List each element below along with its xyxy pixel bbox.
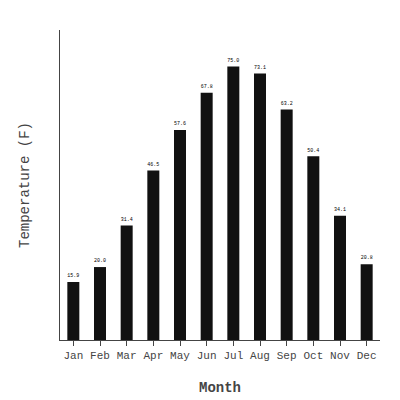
svg-text:20.8: 20.8 xyxy=(361,255,373,260)
svg-text:67.8: 67.8 xyxy=(201,84,213,89)
svg-text:73.1: 73.1 xyxy=(254,65,266,70)
svg-text:Temperature (F): Temperature (F) xyxy=(17,122,33,248)
svg-text:Apr: Apr xyxy=(143,350,163,362)
svg-text:Nov: Nov xyxy=(330,350,350,362)
svg-text:57.6: 57.6 xyxy=(174,121,186,126)
svg-text:Mar: Mar xyxy=(117,350,137,362)
svg-text:Month: Month xyxy=(199,380,241,396)
svg-text:31.4: 31.4 xyxy=(121,217,133,222)
svg-text:75.0: 75.0 xyxy=(227,58,239,63)
svg-text:46.5: 46.5 xyxy=(147,162,159,167)
svg-text:15.9: 15.9 xyxy=(67,273,79,278)
svg-text:Jan: Jan xyxy=(63,350,83,362)
svg-text:Jul: Jul xyxy=(223,350,243,362)
svg-text:20.0: 20.0 xyxy=(94,258,106,263)
svg-text:63.2: 63.2 xyxy=(281,101,293,106)
svg-text:50.4: 50.4 xyxy=(307,148,319,153)
svg-text:Sep: Sep xyxy=(277,350,297,362)
svg-text:Dec: Dec xyxy=(357,350,377,362)
svg-text:Feb: Feb xyxy=(90,350,110,362)
svg-text:May: May xyxy=(170,350,190,362)
svg-text:Jun: Jun xyxy=(197,350,217,362)
svg-text:Oct: Oct xyxy=(303,350,323,362)
svg-text:Aug: Aug xyxy=(250,350,270,362)
svg-text:34.1: 34.1 xyxy=(334,207,346,212)
